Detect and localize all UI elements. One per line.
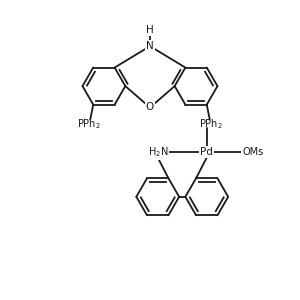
Text: PPh$_2$: PPh$_2$ (200, 117, 223, 131)
Text: PPh$_2$: PPh$_2$ (77, 117, 101, 131)
Text: N: N (146, 41, 154, 51)
Text: H: H (146, 25, 154, 35)
Text: H$_2$N: H$_2$N (148, 145, 168, 159)
Text: OMs: OMs (242, 147, 263, 157)
Text: Pd: Pd (200, 147, 213, 157)
Text: O: O (146, 103, 154, 112)
